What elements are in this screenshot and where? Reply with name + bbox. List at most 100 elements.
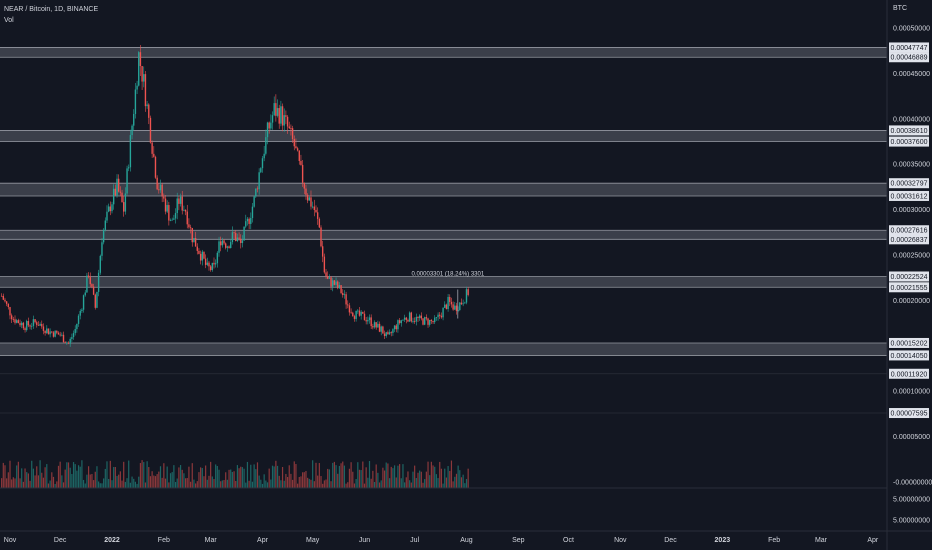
volume-bar <box>31 460 33 488</box>
candle-body <box>316 212 319 219</box>
volume-bar <box>223 480 225 488</box>
price-tick-label: 0.00020000 <box>893 298 930 305</box>
volume-bar <box>144 482 147 488</box>
volume-bar <box>230 469 232 488</box>
time-tick-label: Nov <box>614 537 627 544</box>
level-price-text: 0.00014050 <box>891 353 928 360</box>
volume-bar <box>82 479 85 488</box>
candle-body <box>124 193 127 212</box>
volume-bar <box>11 479 13 488</box>
candle-body <box>383 333 386 337</box>
candle-body <box>333 280 336 285</box>
volume-bar <box>270 479 272 488</box>
candle-body <box>101 242 103 256</box>
level-price-text: 0.00032797 <box>891 181 928 188</box>
volume-bar <box>422 482 424 488</box>
volume-bar <box>52 476 55 488</box>
candle-body <box>94 294 96 308</box>
candle-body <box>303 182 305 189</box>
candle-body <box>412 321 414 322</box>
volume-bar <box>39 460 41 488</box>
volume-bar <box>360 470 362 488</box>
candle-body <box>382 326 384 334</box>
volume-bar <box>166 466 168 488</box>
candle-body <box>4 299 6 302</box>
volume-bar <box>452 481 454 488</box>
volume-bar <box>205 465 207 488</box>
volume-bar <box>400 478 402 488</box>
candle-body <box>59 334 61 336</box>
candle-body <box>86 275 88 293</box>
candle-body <box>253 196 255 207</box>
candle-body <box>402 319 404 321</box>
time-tick-label: Mar <box>205 537 218 544</box>
candle-body <box>455 305 458 311</box>
volume-bar <box>243 468 245 488</box>
price-tick-label: 0.00035000 <box>893 162 930 169</box>
volume-bar <box>285 473 287 488</box>
volume-bar <box>124 481 126 488</box>
candle-body <box>408 312 411 322</box>
candle-body <box>397 320 399 330</box>
candle-body <box>194 238 197 247</box>
level-labels: 0.00047747 0.00046889 0.00038610 0.00037600… <box>889 42 929 419</box>
candle-body <box>385 332 387 337</box>
candle-body <box>442 307 444 318</box>
level-price-text: 0.00015202 <box>891 340 928 347</box>
candle-body <box>347 304 349 306</box>
candle-body <box>7 303 10 308</box>
candle-body <box>241 240 244 244</box>
candle-body <box>173 218 175 220</box>
volume-bar <box>176 478 178 488</box>
candle-body <box>89 277 91 285</box>
volume-bar <box>72 462 75 488</box>
candle-body <box>27 321 30 326</box>
measure-label: 0.00003301 (18.24%) 3301 <box>411 272 484 278</box>
volume-bar <box>263 474 265 488</box>
candle-body <box>447 296 449 310</box>
candle-body <box>449 296 451 302</box>
time-tick-label: Feb <box>158 537 170 544</box>
candle-body <box>179 196 182 204</box>
candle-body <box>323 256 326 273</box>
volume-bar <box>195 483 197 488</box>
time-tick-label: Aug <box>460 537 473 544</box>
volume-bar <box>276 465 279 488</box>
volume-bar <box>342 461 344 488</box>
volume-bar <box>283 480 285 488</box>
candle-body <box>280 106 282 124</box>
volume-bar <box>67 462 70 488</box>
time-axis[interactable]: Nov Dec 2022 Feb Mar Apr May Jun Jul Aug Sep Oct Nov… <box>4 537 879 544</box>
candle-body <box>432 320 434 323</box>
volume-bar <box>186 478 188 488</box>
volume-bar <box>200 467 202 488</box>
volume-bar <box>240 466 242 488</box>
level-price-text: 0.00038610 <box>891 128 928 135</box>
time-tick-label: Nov <box>4 537 17 544</box>
candle-body <box>393 325 396 330</box>
volume-bar <box>305 470 307 488</box>
volume-bar <box>266 482 269 488</box>
candle-body <box>10 315 13 320</box>
volume-bar <box>353 483 356 488</box>
volume-bar <box>116 475 118 488</box>
volume-bar <box>4 465 6 488</box>
candle-body <box>392 329 394 333</box>
candle-body <box>31 325 33 327</box>
candle-body <box>233 232 235 234</box>
price-axis[interactable]: BTC 0.00050000 0.00045000 0.00040000 0.0003… <box>893 5 932 525</box>
volume-bar <box>347 482 349 488</box>
candle-body <box>452 304 454 310</box>
volume-bar <box>79 466 81 488</box>
candle-body <box>169 220 172 222</box>
volume-bar <box>71 474 73 488</box>
candle-body <box>134 89 137 114</box>
volume-bar <box>340 463 342 488</box>
candle-body <box>131 125 133 136</box>
volume-bar <box>196 481 198 488</box>
candle-body <box>320 227 322 247</box>
volume-bar <box>455 473 458 488</box>
candle-body <box>335 281 337 285</box>
